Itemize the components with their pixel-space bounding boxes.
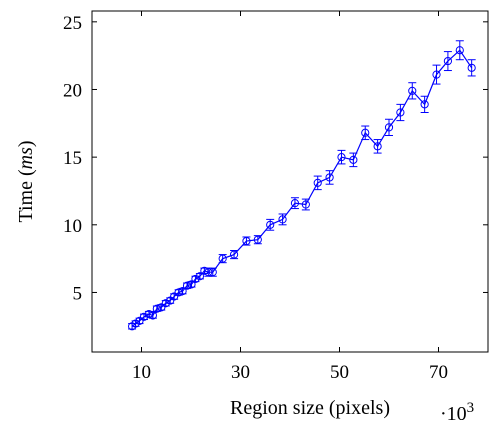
data-point [373, 142, 382, 151]
data-point [349, 155, 358, 164]
data-point [229, 250, 239, 259]
data-point [432, 70, 441, 79]
data-point [157, 303, 166, 312]
data-point [242, 236, 251, 246]
y-tick-label: 15 [63, 148, 82, 169]
data-point [384, 123, 394, 132]
data-point [396, 108, 405, 117]
data-point [152, 304, 161, 313]
y-axis-label-unit: ms [15, 147, 37, 169]
x-tick-label: 70 [429, 362, 448, 383]
data-point [301, 200, 310, 209]
data-point [204, 268, 213, 277]
y-tick-label: 25 [63, 13, 82, 34]
data-point [455, 46, 464, 55]
data-point [325, 173, 334, 182]
x-axis-label: Region size (pixels) [230, 397, 390, 419]
data-point [195, 272, 205, 281]
data-point [278, 215, 287, 224]
data-point [313, 178, 322, 187]
data-point [170, 292, 179, 301]
y-tick-label: 5 [73, 283, 83, 304]
data-point [337, 153, 346, 162]
data-point [408, 86, 417, 95]
y-axis-label-suffix: ) [15, 140, 37, 147]
plot-area [127, 40, 476, 331]
y-axis-label: Time (ms) [15, 140, 37, 222]
data-point [266, 220, 275, 229]
data-point [290, 199, 300, 208]
data-point [420, 100, 429, 109]
data-point [218, 254, 227, 263]
data-point [467, 63, 476, 72]
data-point [361, 128, 370, 137]
y-tick-label: 10 [63, 216, 82, 237]
x-tick-label: 30 [231, 362, 250, 383]
data-point [253, 235, 262, 244]
data-point [443, 56, 453, 66]
data-point [182, 281, 192, 290]
x-axis-scale-label: ·103 [440, 400, 474, 424]
x-tick-label: 10 [132, 362, 151, 383]
x-axis-scale-base: ·10 [440, 403, 467, 424]
data-point [135, 316, 144, 325]
data-point [178, 287, 187, 296]
x-tick-label: 50 [330, 362, 349, 383]
plot-frame [91, 10, 489, 353]
data-point [208, 268, 217, 277]
y-axis-label-prefix: Time ( [15, 169, 37, 223]
axis-ticks: 10 30 50 70 5 10 15 20 25 [63, 11, 488, 383]
y-tick-label: 20 [63, 80, 82, 101]
x-axis-scale-exponent: 3 [467, 400, 475, 416]
data-point [187, 280, 196, 289]
